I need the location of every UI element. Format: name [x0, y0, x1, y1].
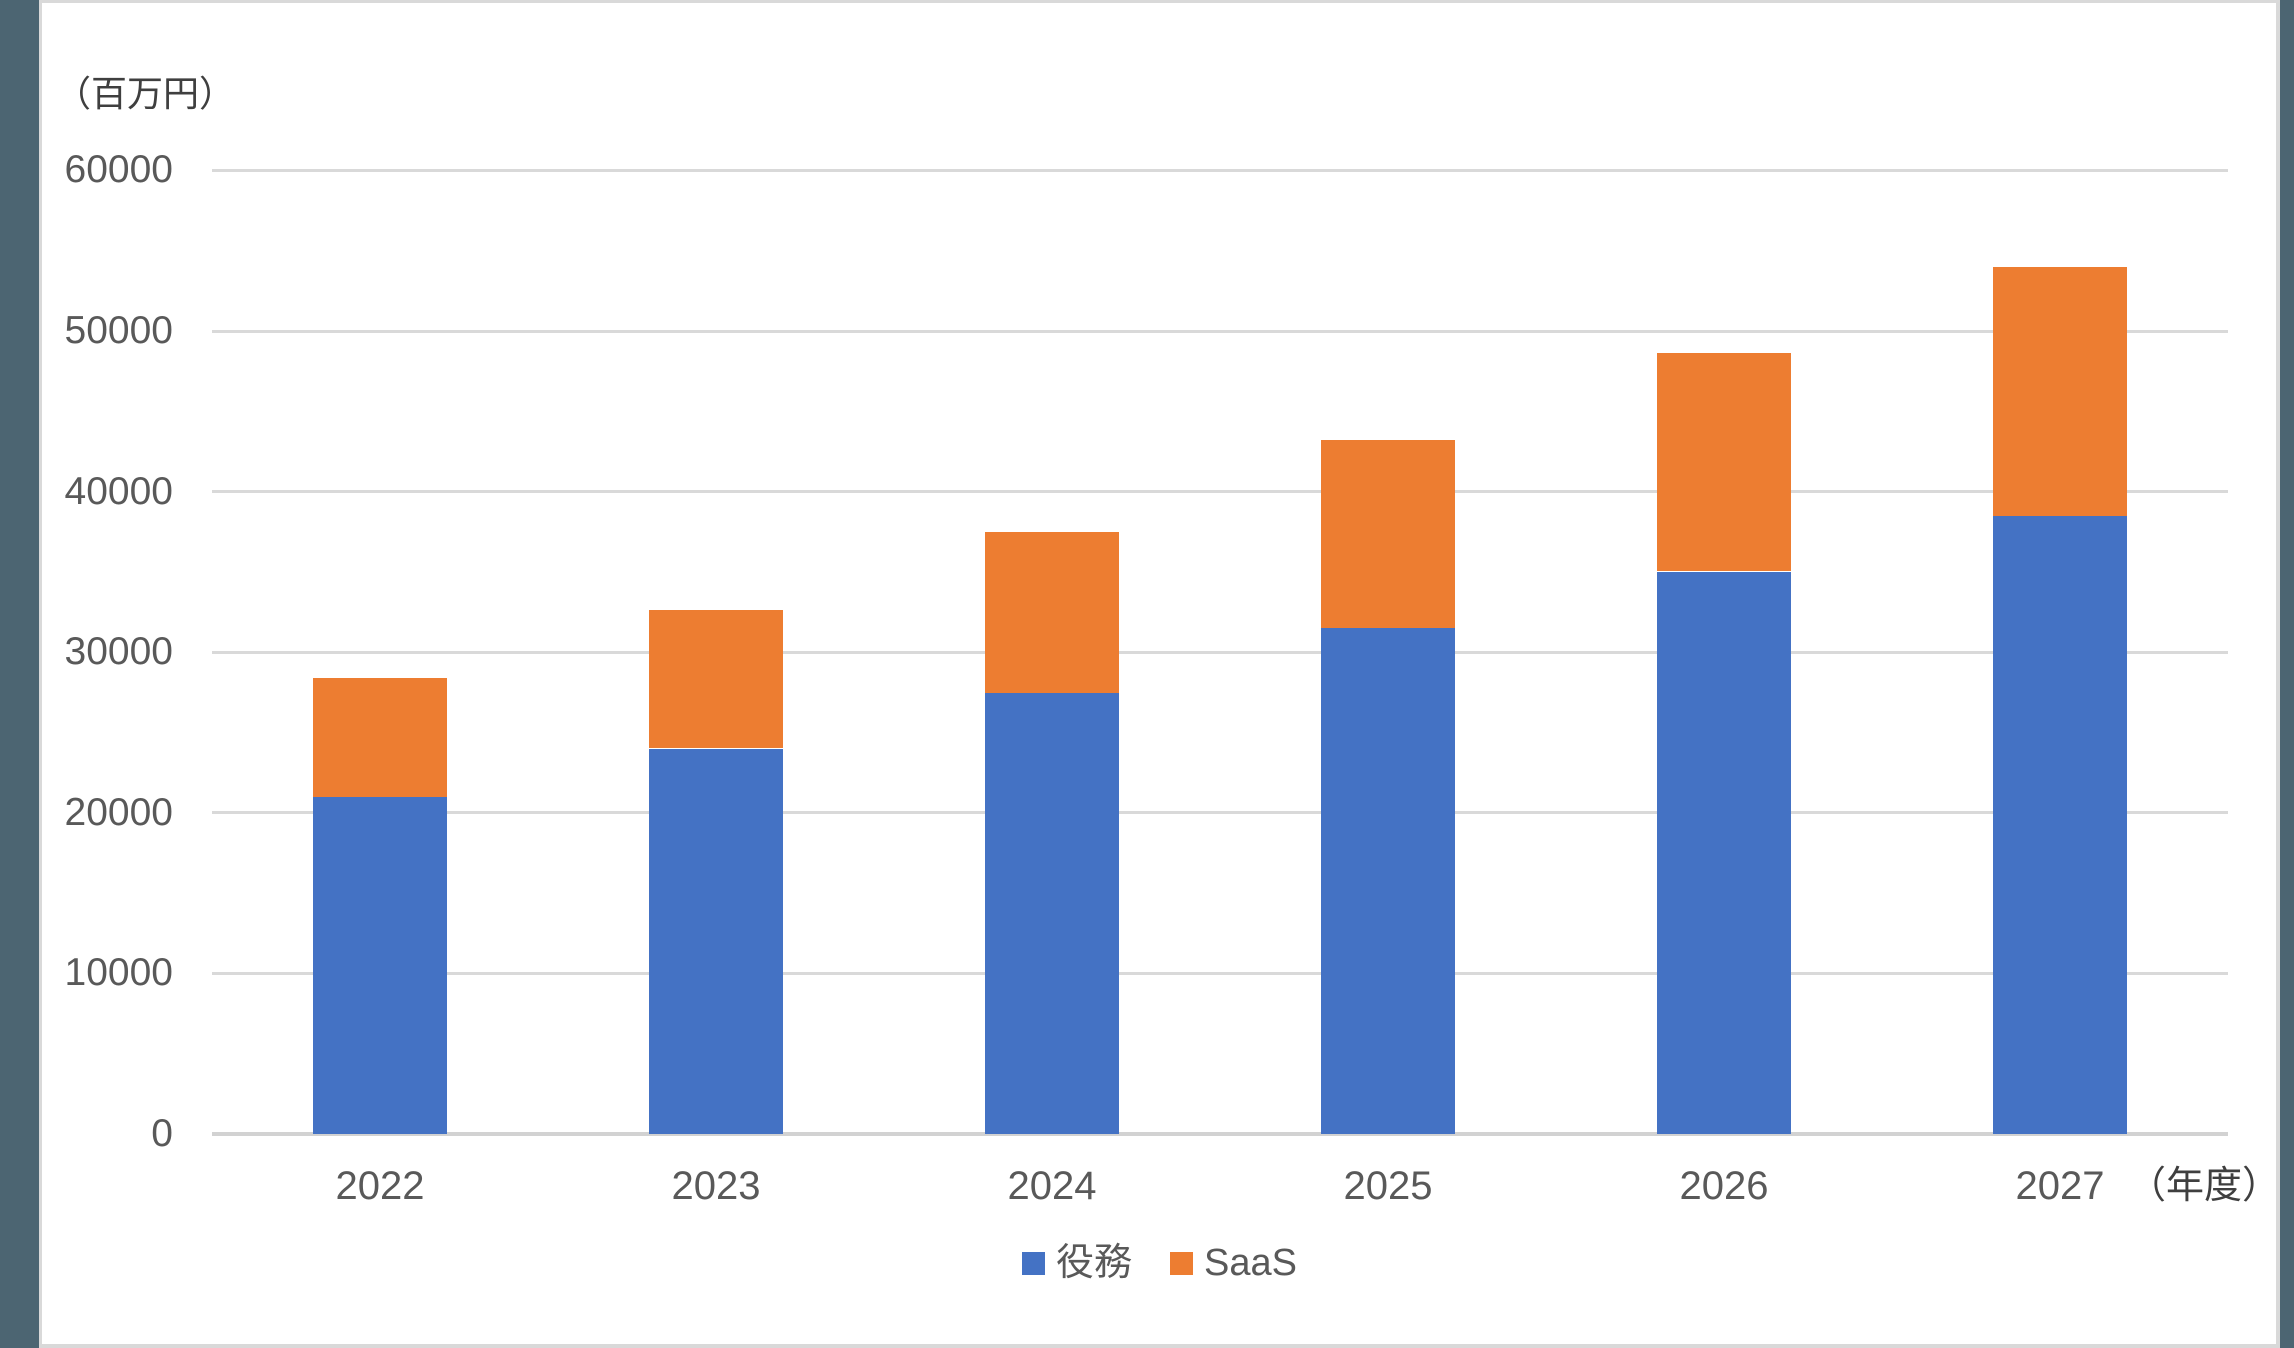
chart-legend: 役務 SaaS: [39, 1242, 2280, 1284]
gridline-10000: [212, 972, 2228, 975]
y-tick-label-20000: 20000: [64, 791, 173, 834]
background-strip-right: [2280, 0, 2294, 1348]
y-tick-label-40000: 40000: [64, 470, 173, 513]
legend-label-services: 役務: [1056, 1242, 1133, 1284]
legend-swatch-saas: [1170, 1251, 1194, 1275]
bar-segment-2027-saas[interactable]: [1993, 267, 2127, 516]
bar-segment-2024-services[interactable]: [985, 692, 1119, 1134]
bar-segment-2024-saas[interactable]: [985, 532, 1119, 693]
bar-segment-2022-services[interactable]: [313, 797, 447, 1134]
gridline-60000: [212, 169, 2228, 172]
legend-swatch-services: [1022, 1251, 1045, 1275]
x-axis-suffix-label: （年度）: [2128, 1165, 2281, 1207]
bar-segment-2022-saas[interactable]: [313, 678, 447, 797]
bar-segment-2025-saas[interactable]: [1321, 440, 1455, 628]
bar-segment-2026-services[interactable]: [1657, 572, 1791, 1134]
chart-canvas: [39, 0, 2280, 1348]
x-category-label-2024: 2024: [1007, 1164, 1097, 1208]
gridline-40000: [212, 490, 2228, 493]
x-axis-line: [212, 1132, 2228, 1136]
bar-segment-2023-services[interactable]: [649, 749, 783, 1134]
legend-item-saas[interactable]: SaaS: [1170, 1242, 1297, 1284]
y-axis-unit-label: （百万円）: [55, 73, 236, 114]
x-category-label-2022: 2022: [335, 1164, 425, 1208]
legend-item-services[interactable]: 役務: [1022, 1242, 1132, 1284]
background-strip-left: [0, 0, 39, 1348]
y-tick-label-0: 0: [151, 1112, 173, 1155]
gridline-50000: [212, 330, 2228, 333]
y-tick-label-60000: 60000: [64, 148, 173, 191]
y-tick-label-30000: 30000: [64, 630, 173, 673]
x-category-label-2027: 2027: [2015, 1164, 2105, 1208]
bar-segment-2023-saas[interactable]: [649, 610, 783, 748]
x-category-label-2025: 2025: [1343, 1164, 1433, 1208]
y-tick-label-50000: 50000: [64, 309, 173, 352]
bar-segment-2026-saas[interactable]: [1657, 353, 1791, 571]
gridline-20000: [212, 811, 2228, 814]
bar-segment-2025-services[interactable]: [1321, 628, 1455, 1134]
x-category-label-2026: 2026: [1679, 1164, 1769, 1208]
x-category-label-2023: 2023: [671, 1164, 761, 1208]
bar-segment-2027-services[interactable]: [1993, 516, 2127, 1134]
gridline-30000: [212, 651, 2228, 654]
legend-label-saas: SaaS: [1204, 1242, 1297, 1284]
y-tick-label-10000: 10000: [64, 951, 173, 994]
